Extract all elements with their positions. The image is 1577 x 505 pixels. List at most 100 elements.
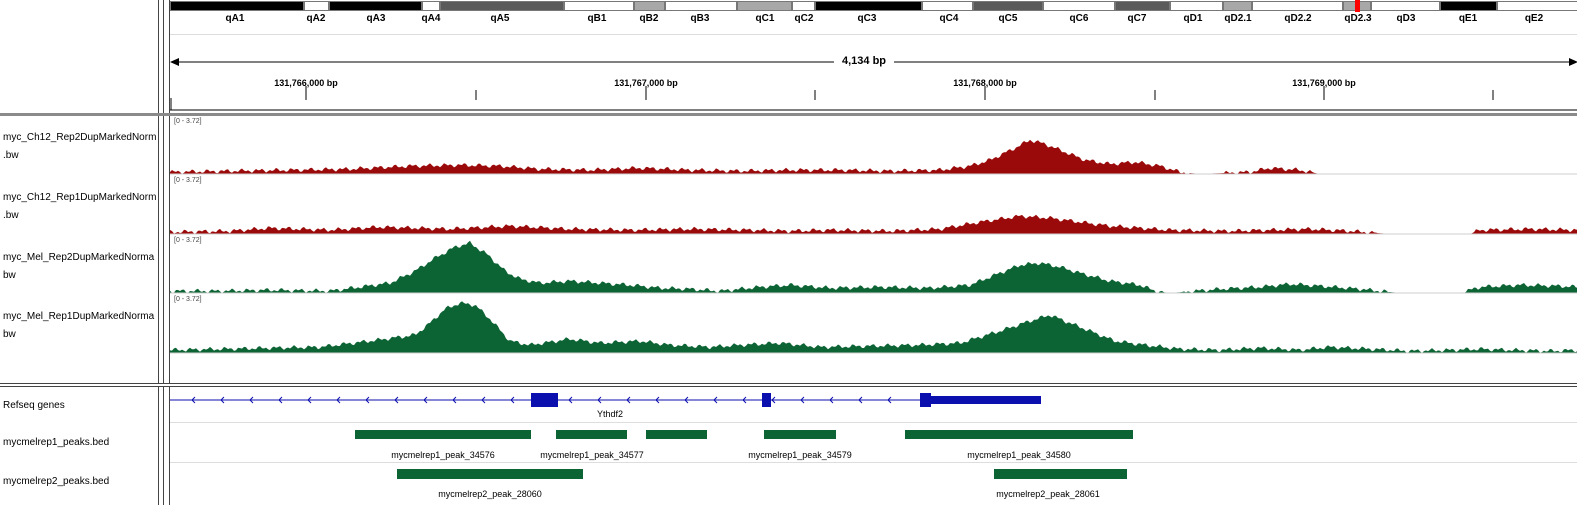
ideogram-band-label: qC1 (755, 13, 775, 24)
ideogram-band-label: qD2.1 (1224, 13, 1252, 24)
strand-arrow (365, 396, 370, 404)
ideogram-band-label: qA4 (421, 13, 441, 24)
ideogram-band-label: qA3 (366, 13, 386, 24)
peak-feature (397, 469, 583, 479)
ideogram-band-label: qD3 (1396, 13, 1416, 24)
feature-tracks[interactable] (170, 387, 1577, 505)
strand-arrow (800, 396, 805, 404)
strand-arrow (655, 396, 660, 404)
strand-arrow (568, 396, 573, 404)
ideogram-band[interactable] (1252, 1, 1343, 11)
ideogram-band[interactable] (1223, 1, 1252, 11)
coverage-area (170, 139, 1577, 174)
ideogram-band[interactable] (422, 1, 440, 11)
peak-label[interactable]: mycmelrep2_peak_28060 (438, 489, 542, 499)
ideogram-band-label: qB2 (639, 13, 659, 24)
ideogram-band-label: qA2 (306, 13, 326, 24)
data-range-label: [0 - 3.72] (174, 296, 202, 303)
ideogram-band-label: qD2.2 (1284, 13, 1312, 24)
name-panel-divider[interactable] (158, 0, 164, 113)
ideogram-band[interactable] (1115, 1, 1170, 11)
current-position-marker[interactable] (1355, 0, 1360, 12)
ideogram-band[interactable] (440, 1, 564, 11)
ideogram-band[interactable] (634, 1, 665, 11)
track-divider (170, 462, 1577, 463)
ideogram-band-label: qC7 (1127, 13, 1147, 24)
name-panel-divider[interactable] (158, 116, 164, 383)
ideogram-band[interactable] (815, 1, 922, 11)
track-name-mel-rep2[interactable]: myc_Mel_Rep2DupMarkedNorma bw (3, 252, 155, 281)
chromosome-ideogram[interactable]: qA1 qA2 qA3 qA4 qA5 qB1 qB2 qB3 qC1 qC2 qC3 qC4 qC5 q… (170, 0, 1577, 28)
gene-utr (931, 396, 1041, 404)
strand-arrow (220, 396, 225, 404)
peak-label[interactable]: mycmelrep1_peak_34577 (540, 450, 644, 460)
data-tracks-panel: [0 - 3.72] [0 - 3.72] [0 - 3.72] [0 - 3.… (169, 116, 1577, 383)
ideogram-band[interactable] (1497, 1, 1577, 11)
ideogram-band[interactable] (737, 1, 792, 11)
peak-label[interactable]: mycmelrep1_peak_34579 (748, 450, 852, 460)
ideogram-band-label: qD1 (1183, 13, 1203, 24)
track-name-ch12-rep1[interactable]: myc_Ch12_Rep1DupMarkedNorm .bw (3, 192, 157, 221)
data-range-label: [0 - 3.72] (174, 237, 202, 244)
strand-arrow (742, 396, 747, 404)
ideogram-band-label: qC3 (857, 13, 877, 24)
strand-arrow (858, 396, 863, 404)
peak-feature (905, 430, 1133, 439)
peak-label[interactable]: mycmelrep2_peak_28061 (996, 489, 1100, 499)
peak-label[interactable]: mycmelrep1_peak_34580 (967, 450, 1071, 460)
ideogram-band[interactable] (170, 1, 304, 11)
ideogram-band-label: qC2 (794, 13, 814, 24)
ideogram-band-label: qB1 (587, 13, 607, 24)
data-range-label: [0 - 3.72] (174, 118, 202, 125)
strand-arrow (191, 396, 196, 404)
ruler-tick-label: 131,767,000 bp (614, 78, 678, 88)
gene-label[interactable]: Ythdf2 (596, 409, 624, 419)
ruler-tick-label: 131,768,000 bp (953, 78, 1017, 88)
peak-feature (355, 430, 531, 439)
ideogram-band-label: qE2 (1524, 13, 1544, 24)
strand-arrow (510, 396, 515, 404)
ideogram-band[interactable] (1440, 1, 1497, 11)
gene-exon (920, 393, 931, 407)
strand-arrow (771, 396, 776, 404)
span-arrow-left (170, 58, 179, 66)
strand-arrow (597, 396, 602, 404)
ruler[interactable] (170, 28, 1577, 113)
coverage-area (170, 240, 1577, 293)
track-name-ch12-rep2[interactable]: myc_Ch12_Rep2DupMarkedNorm .bw (3, 132, 157, 161)
ideogram-band[interactable] (1371, 1, 1440, 11)
strand-arrow (887, 396, 892, 404)
section-divider[interactable] (0, 383, 1577, 387)
ideogram-band[interactable] (564, 1, 634, 11)
coverage-area (170, 214, 1577, 234)
strand-arrow (829, 396, 834, 404)
header-name-panel (0, 0, 158, 113)
track-name-refseq[interactable]: Refseq genes (3, 400, 65, 411)
peak-feature (556, 430, 627, 439)
name-panel-divider[interactable] (158, 387, 164, 505)
track-name-rep2-peaks[interactable]: mycmelrep2_peaks.bed (3, 476, 110, 487)
ideogram-band[interactable] (329, 1, 422, 11)
ideogram-band[interactable] (973, 1, 1043, 11)
peak-feature (764, 430, 836, 439)
span-arrow-right (1569, 58, 1577, 66)
ideogram-band-label: qA5 (490, 13, 510, 24)
gene-exon (762, 393, 771, 407)
ideogram-band[interactable] (304, 1, 329, 11)
peak-feature (994, 469, 1127, 479)
ruler-tick-label: 131,769,000 bp (1292, 78, 1356, 88)
peak-label[interactable]: mycmelrep1_peak_34576 (391, 450, 495, 460)
ideogram-band[interactable] (922, 1, 973, 11)
signal-tracks[interactable] (170, 116, 1577, 383)
strand-arrow (278, 396, 283, 404)
data-range-label: [0 - 3.72] (174, 177, 202, 184)
ideogram-band[interactable] (792, 1, 815, 11)
ideogram-band[interactable] (665, 1, 737, 11)
strand-arrow (336, 396, 341, 404)
track-name-mel-rep1[interactable]: myc_Mel_Rep1DupMarkedNorma bw (3, 311, 155, 340)
ideogram-band[interactable] (1043, 1, 1115, 11)
ideogram-band[interactable] (1170, 1, 1223, 11)
section-divider[interactable] (0, 113, 1577, 116)
track-name-rep1-peaks[interactable]: mycmelrep1_peaks.bed (3, 437, 110, 448)
ruler-tick-labels: 131,766,000 bp 131,767,000 bp 131,768,000 … (170, 78, 1577, 90)
